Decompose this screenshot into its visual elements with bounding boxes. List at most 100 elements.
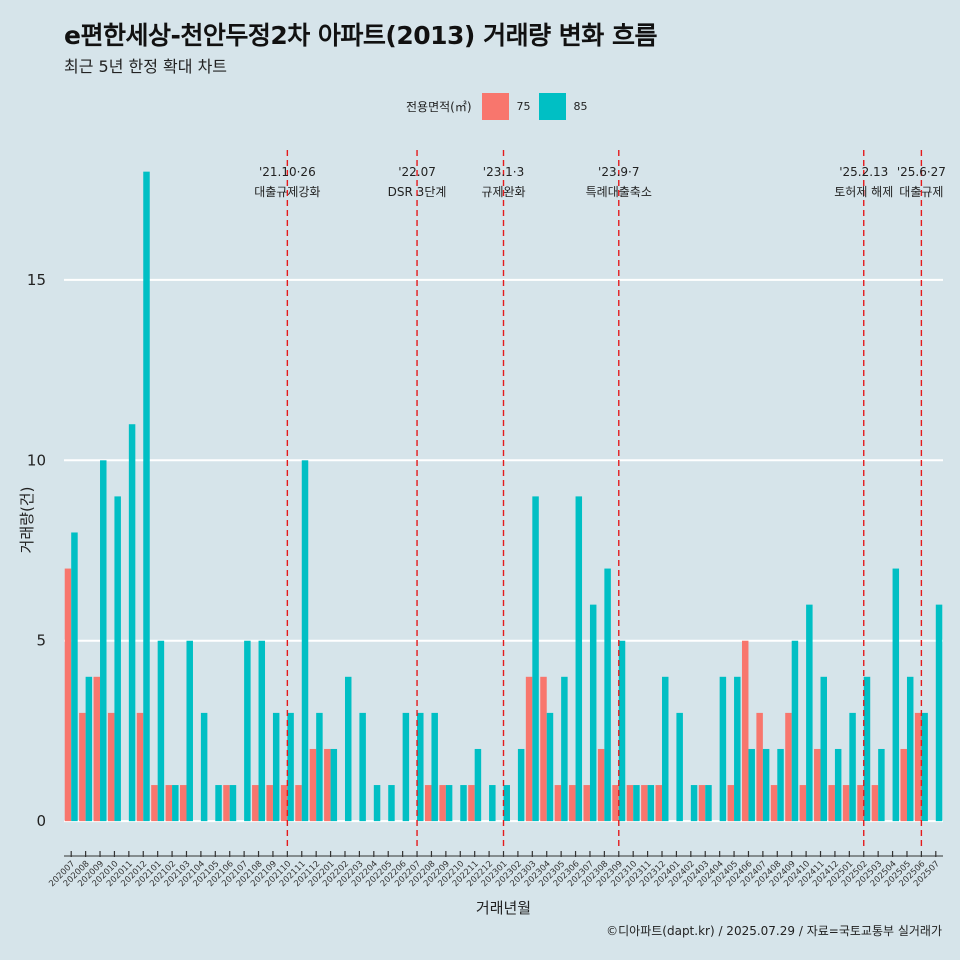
bar-75-202409 — [785, 712, 792, 822]
bar-85-202501 — [849, 712, 856, 822]
x-axis-title: 거래년월 — [476, 899, 531, 917]
legend-key-75 — [481, 92, 509, 120]
bar-85-202502 — [863, 676, 871, 822]
bar-85-202205 — [388, 785, 395, 822]
bar-75-202501 — [842, 785, 850, 822]
bar-85-202309 — [618, 640, 626, 822]
bar-75-202110 — [280, 785, 288, 822]
bar-85-202009 — [100, 460, 107, 822]
event-date-label: '25.2.13 — [839, 165, 888, 179]
event-date-label: '21.10·26 — [259, 165, 316, 179]
bar-75-202406 — [741, 640, 749, 822]
bar-75-202108 — [252, 785, 259, 822]
bar-75-202009 — [93, 676, 101, 822]
bar-85-202103 — [186, 640, 193, 822]
bar-85-202112 — [316, 712, 323, 822]
event-label: 대출규제강화 — [254, 185, 320, 199]
chart-title: e편한세상-천안두정2차 아파트(2013) 거래량 변화 흐름 — [64, 21, 657, 50]
bar-85-202405 — [734, 676, 741, 822]
event-label: 토허제 해제 — [834, 185, 893, 199]
bar-75-202506 — [914, 712, 922, 822]
bar-85-202212 — [489, 785, 496, 822]
bar-85-202107 — [244, 640, 251, 822]
bar-85-202407 — [762, 748, 770, 822]
bar-75-202106 — [223, 785, 230, 822]
bar-75-202310 — [626, 785, 634, 822]
bar-85-202507 — [935, 604, 943, 822]
bar-85-202301 — [503, 785, 510, 822]
bar-85-202504 — [892, 568, 900, 822]
bar-85-202105 — [215, 785, 222, 822]
bar-85-202012 — [143, 171, 150, 822]
chart-subtitle: 최근 5년 한정 확대 차트 — [64, 57, 228, 76]
bar-85-202305 — [561, 676, 568, 822]
bar-75-202309 — [612, 785, 619, 822]
bar-75-202101 — [151, 785, 158, 822]
bar-75-202010 — [107, 712, 115, 822]
bar-85-202408 — [777, 748, 784, 822]
event-date-label: '25.6·27 — [897, 165, 946, 179]
event-date-label: '23.9·7 — [598, 165, 639, 179]
bar-85-202010 — [114, 496, 121, 822]
bar-85-202411 — [820, 676, 828, 822]
bar-85-202312 — [662, 676, 669, 822]
bar-85-202102 — [172, 785, 179, 822]
bar-85-202007 — [71, 532, 78, 822]
y-tick-label: 0 — [36, 812, 46, 830]
bar-85-202302 — [517, 748, 525, 822]
bar-85-202505 — [906, 676, 914, 822]
y-tick-label: 5 — [36, 632, 46, 650]
event-date-label: '22.07 — [398, 165, 436, 179]
bar-75-202007 — [64, 568, 72, 822]
bar-85-202406 — [748, 748, 755, 822]
event-label: DSR 3단계 — [388, 185, 447, 199]
bar-85-202210 — [460, 785, 467, 822]
bar-75-202208 — [424, 785, 432, 822]
legend-label-75: 75 — [516, 99, 531, 113]
bar-75-202102 — [165, 785, 173, 822]
bar-85-202412 — [834, 748, 842, 822]
event-label: 대출규제 — [899, 185, 943, 199]
bar-85-202503 — [878, 748, 885, 822]
bar-75-202412 — [828, 785, 835, 822]
bar-85-202202 — [344, 676, 352, 822]
bar-85-202402 — [690, 785, 698, 822]
y-axis-title: 거래량(건) — [18, 487, 36, 554]
bar-85-202101 — [157, 640, 165, 822]
bar-75-202503 — [871, 785, 879, 822]
event-date-label: '23.1·3 — [483, 165, 524, 179]
bar-85-202108 — [258, 640, 266, 822]
bar-75-202201 — [324, 748, 331, 822]
bar-85-202111 — [301, 460, 309, 822]
y-tick-label: 15 — [27, 271, 46, 289]
bar-85-202506 — [921, 712, 928, 822]
bar-75-202502 — [857, 785, 864, 822]
y-tick-label: 10 — [27, 451, 46, 469]
legend: 전용면적(㎡) 75 85 — [406, 92, 596, 120]
event-label: 규제완화 — [481, 185, 525, 199]
bar-75-202305 — [554, 785, 562, 822]
bar-85-202109 — [272, 712, 280, 822]
bar-85-202401 — [676, 712, 683, 822]
bar-85-202303 — [532, 496, 539, 822]
bar-75-202308 — [597, 748, 605, 822]
bar-75-202407 — [756, 712, 763, 822]
bar-85-202307 — [589, 604, 597, 822]
legend-key-85 — [538, 92, 566, 120]
bar-75-202008 — [79, 712, 86, 822]
bar-85-202104 — [200, 712, 208, 822]
bar-85-202106 — [229, 785, 237, 822]
bar-85-202404 — [719, 676, 727, 822]
bar-85-202008 — [85, 676, 93, 822]
bar-75-202505 — [900, 748, 907, 822]
bar-75-202306 — [569, 785, 576, 822]
bar-85-202410 — [806, 604, 813, 822]
legend-label-85: 85 — [573, 99, 588, 113]
bar-85-202204 — [373, 785, 381, 822]
bar-75-202109 — [266, 785, 273, 822]
bar-75-202211 — [468, 785, 475, 822]
bar-85-202304 — [546, 712, 554, 822]
bar-75-202012 — [136, 712, 144, 822]
bar-85-202011 — [128, 424, 136, 822]
